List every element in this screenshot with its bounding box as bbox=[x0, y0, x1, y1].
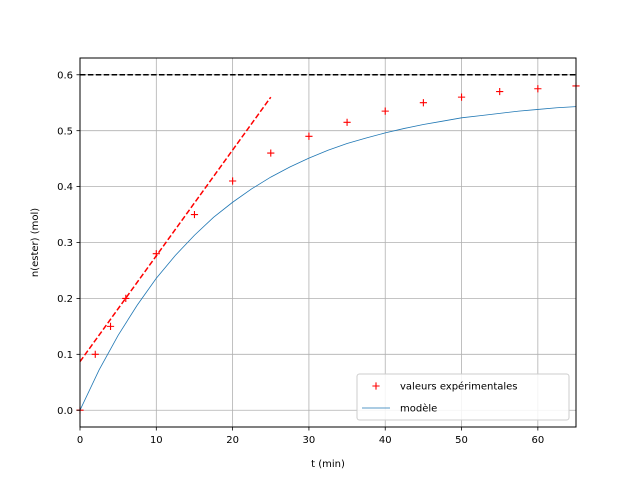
legend: valeurs expérimentales modèle bbox=[356, 373, 570, 421]
plot-series bbox=[76, 74, 580, 414]
data-point bbox=[457, 93, 466, 101]
data-point bbox=[534, 85, 542, 93]
data-point bbox=[122, 294, 130, 303]
x-axis-label: t (min) bbox=[311, 459, 345, 470]
data-point bbox=[91, 350, 99, 358]
legend-box bbox=[356, 373, 570, 421]
data-point bbox=[419, 99, 427, 107]
axis-ticks: 0 10 20 30 40 50 60 0.0 0.1 0.2 0.3 0.4 0.5 0.6 bbox=[57, 70, 544, 446]
data-point bbox=[381, 107, 389, 115]
x-tick-label: 40 bbox=[379, 435, 392, 446]
y-tick-label: 0.1 bbox=[57, 350, 73, 361]
x-tick-label: 30 bbox=[303, 435, 316, 446]
y-tick-label: 0.2 bbox=[57, 294, 73, 305]
x-tick-label: 20 bbox=[226, 435, 239, 446]
x-tick-label: 50 bbox=[455, 435, 468, 446]
y-axis-label: n(ester) (mol) bbox=[30, 208, 41, 277]
data-point bbox=[106, 322, 115, 330]
data-point bbox=[343, 118, 351, 126]
data-point bbox=[496, 87, 504, 96]
data-point bbox=[267, 149, 275, 157]
data-point bbox=[229, 177, 237, 185]
y-tick-label: 0.0 bbox=[57, 406, 73, 417]
data-point bbox=[190, 210, 199, 219]
data-point bbox=[305, 132, 313, 140]
legend-label: modèle bbox=[400, 403, 437, 415]
data-point bbox=[152, 250, 160, 258]
x-tick-label: 10 bbox=[150, 435, 163, 446]
y-tick-label: 0.3 bbox=[57, 238, 73, 249]
y-tick-label: 0.4 bbox=[57, 182, 73, 193]
legend-marker bbox=[372, 382, 380, 390]
y-tick-label: 0.6 bbox=[57, 70, 73, 81]
x-tick-label: 60 bbox=[531, 435, 544, 446]
dashed-line bbox=[79, 96, 272, 363]
x-tick-label: 0 bbox=[77, 435, 83, 446]
legend-label: valeurs expérimentales bbox=[400, 381, 518, 393]
y-tick-label: 0.5 bbox=[57, 126, 73, 137]
model-curve bbox=[80, 106, 576, 411]
